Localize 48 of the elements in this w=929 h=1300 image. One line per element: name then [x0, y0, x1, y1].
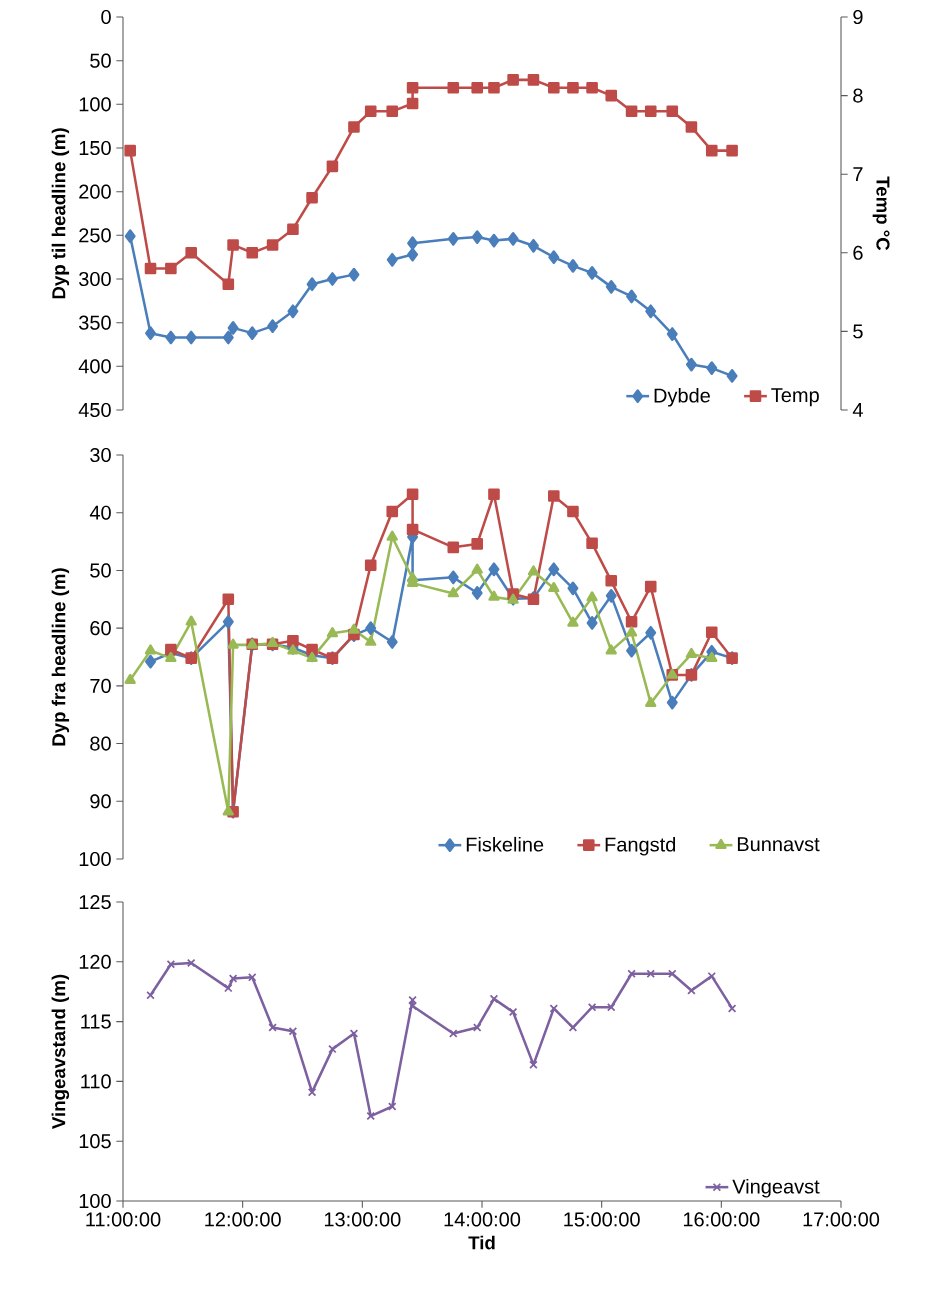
y-tick-label: 80: [90, 736, 111, 751]
legend-label: Fiskeline: [466, 836, 544, 852]
y2-tick-label: 9: [853, 9, 863, 25]
y-tick-label: 100: [79, 1193, 111, 1209]
x-tick-label: 11:00:00: [86, 1212, 161, 1227]
legend-label: Fangstd: [605, 836, 676, 856]
y-tick-label: 50: [90, 53, 111, 68]
x-tick-label: 17:00:00: [803, 1212, 880, 1227]
y-tick-label: 115: [81, 1014, 111, 1029]
y-tick-label: 150: [79, 140, 111, 156]
y-tick-label: 200: [79, 184, 111, 199]
y-tick-label: 0: [101, 9, 111, 25]
y-tick-label: 110: [81, 1074, 111, 1089]
x-tick-label: 14:00:00: [444, 1212, 521, 1227]
y2-tick-label: 5: [853, 324, 863, 339]
y-tick-label: 60: [90, 621, 111, 636]
y-axis-title: Dyp til headline (m): [51, 128, 70, 299]
y2-tick-label: 4: [852, 403, 863, 417]
x-axis-title: Tid: [468, 1235, 495, 1250]
y-tick-label: 50: [90, 563, 111, 578]
y-tick-label: 300: [79, 271, 111, 287]
y2-tick-label: 6: [853, 245, 863, 260]
y2-tick-label: 8: [853, 88, 863, 103]
y-tick-label: 70: [90, 678, 111, 693]
y-tick-label: 30: [90, 447, 111, 463]
legend-label: Dybde: [654, 387, 710, 407]
x-tick-label: 16:00:00: [683, 1212, 760, 1227]
y-axis-title: Dyp fra headline (m): [51, 568, 70, 746]
y-tick-label: 450: [78, 402, 111, 418]
y-tick-label: 90: [90, 794, 111, 809]
y-tick-label: 40: [89, 505, 111, 520]
y-tick-label: 100: [79, 97, 111, 112]
legend-label: Bunnavst: [737, 837, 820, 852]
y-tick-label: 120: [79, 954, 111, 969]
y-tick-label: 100: [79, 851, 111, 867]
y-tick-label: 250: [79, 228, 111, 243]
x-tick-label: 15:00:00: [564, 1212, 640, 1227]
x-tick-label: 12:00:00: [205, 1212, 281, 1227]
y-axis-title: Vingeavstand (m): [51, 974, 70, 1129]
y-tick-label: 105: [79, 1134, 111, 1149]
y-tick-label: 125: [79, 894, 111, 910]
y-tick-label: 350: [79, 315, 111, 330]
legend-label: Vingeavst: [732, 1178, 820, 1198]
x-tick-label: 13:00:00: [324, 1212, 401, 1227]
y2-tick-label: 7: [853, 167, 863, 182]
y-tick-label: 400: [78, 359, 111, 374]
legend-label: Temp: [771, 388, 819, 407]
y2-axis-title: Temp °C: [872, 176, 890, 251]
